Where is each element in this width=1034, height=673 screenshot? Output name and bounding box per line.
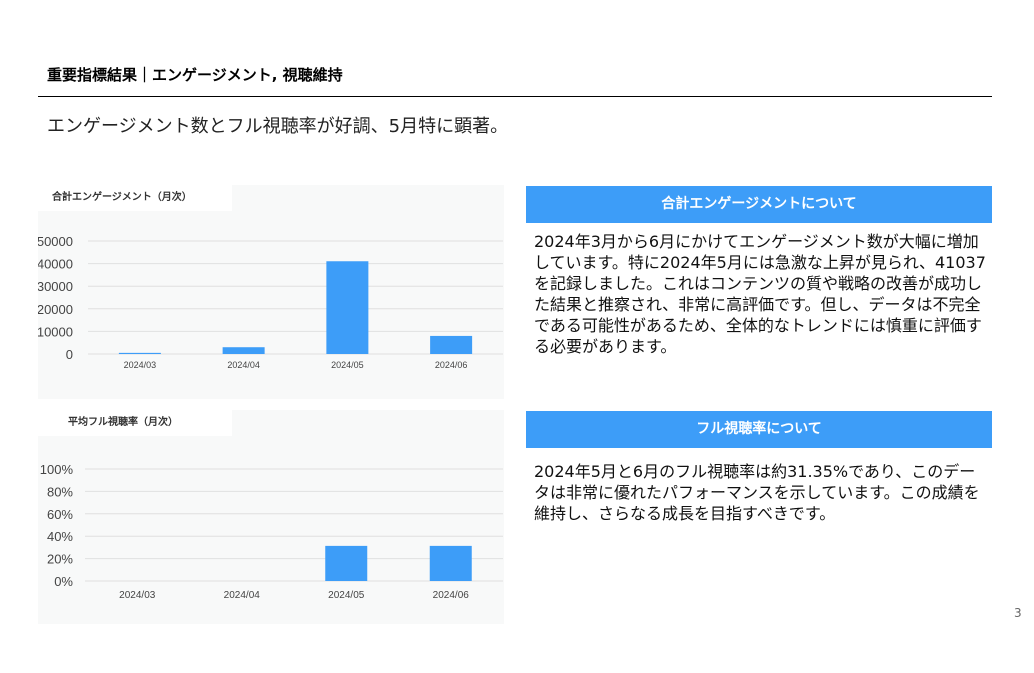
slide-title: 重要指標結果｜エンゲージメント, 視聴維持 [47, 66, 343, 84]
x-tick-label: 2024/05 [331, 360, 364, 370]
y-tick-label: 30000 [38, 279, 73, 294]
y-tick-label: 40000 [38, 257, 73, 272]
full-view-rate-chart: 平均フル視聴率（月次） 0% 20% 40% 60% 80% 100% 2024/03 202… [38, 410, 504, 624]
x-tick-label: 2024/03 [119, 590, 156, 601]
x-tick-label: 2024/06 [433, 590, 470, 601]
y-tick-label: 40% [47, 529, 73, 544]
section-heading-full-view: フル視聴率について [526, 411, 992, 448]
y-tick-label: 0% [54, 574, 73, 589]
y-tick-label: 60% [47, 507, 73, 522]
slide-subtitle: エンゲージメント数とフル視聴率が好調、5月特に顕著。 [47, 116, 509, 137]
y-tick-label: 20000 [38, 302, 73, 317]
y-tick-label: 50000 [38, 234, 73, 249]
bar [325, 545, 368, 581]
y-tick-label: 10000 [38, 324, 73, 339]
y-tick-label: 80% [47, 484, 73, 499]
y-tick-label: 0 [66, 347, 73, 362]
section-body-full-view: 2024年5月と6月のフル視聴率は約31.35%であり、このデータは非常に優れた… [534, 462, 980, 523]
bar [118, 352, 161, 354]
x-tick-label: 2024/03 [124, 360, 157, 370]
bar [430, 335, 473, 354]
x-tick-label: 2024/04 [224, 590, 261, 601]
title-divider [38, 96, 992, 97]
full-view-rate-chart-svg: 0% 20% 40% 60% 80% 100% 2024/03 2024/04 2024/05 2… [40, 462, 503, 601]
engagement-chart: 合計エンゲージメント（月次） 0 10000 20000 30000 40000 5000… [38, 185, 504, 399]
page-number: 3 [1014, 606, 1022, 620]
bar [326, 261, 369, 354]
bar [222, 347, 265, 354]
y-tick-label: 20% [47, 552, 73, 567]
chart-title: 合計エンゲージメント（月次） [38, 185, 232, 211]
x-tick-label: 2024/06 [435, 360, 468, 370]
x-tick-label: 2024/05 [328, 590, 365, 601]
y-tick-label: 100% [40, 462, 74, 477]
section-heading-engagement: 合計エンゲージメントについて [526, 186, 992, 223]
bar [429, 545, 472, 581]
x-tick-label: 2024/04 [227, 360, 260, 370]
section-body-engagement: 2024年3月から6月にかけてエンゲージメント数が大幅に増加しています。特に20… [534, 232, 986, 356]
chart-title: 平均フル視聴率（月次） [38, 410, 232, 436]
engagement-chart-svg: 0 10000 20000 30000 40000 50000 2024/03 2024/04… [38, 234, 503, 370]
